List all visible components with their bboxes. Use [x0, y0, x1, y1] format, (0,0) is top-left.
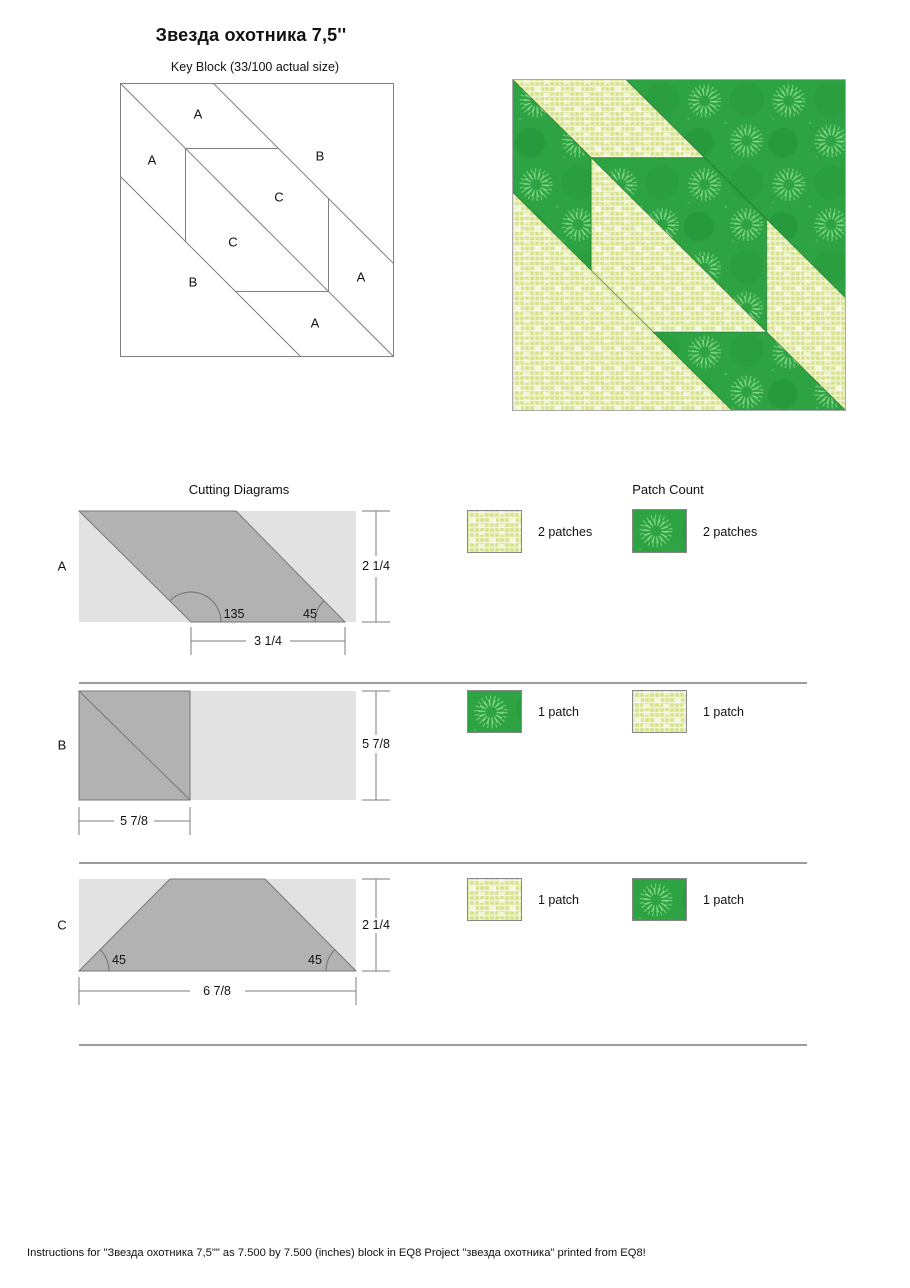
patch-count-label: 1 patch — [538, 893, 580, 907]
patch-count-label: 1 patch — [538, 705, 580, 719]
cutting-diagram-a: 135 45 A 2 1/4 3 1/4 — [58, 510, 390, 655]
fabric-swatch — [632, 509, 687, 553]
fabric-swatch — [467, 510, 522, 553]
cutting-b-diagonal — [78, 690, 191, 801]
cutting-diagram-c: 45 45 C 2 1/4 6 7/8 — [57, 878, 390, 1005]
key-block-label: B — [316, 149, 325, 164]
patch-count-label: 1 patch — [703, 893, 745, 907]
height-dimension-label: 2 1/4 — [362, 918, 390, 932]
angle-label-135: 135 — [224, 607, 245, 621]
height-dimension-label: 2 1/4 — [362, 559, 390, 573]
footer-instructions: Instructions for "Звезда охотника 7,5"" … — [27, 1247, 646, 1259]
piece-label-c: C — [57, 918, 66, 933]
key-block-label: A — [148, 153, 157, 168]
width-dimension-label: 3 1/4 — [254, 634, 282, 648]
section-divider — [79, 682, 807, 684]
key-block-label: A — [194, 107, 203, 122]
key-block-label: C — [228, 235, 237, 250]
angle-label-45-right: 45 — [308, 953, 322, 967]
key-block-main-diagonal — [120, 83, 394, 357]
width-dimension-label: 6 7/8 — [203, 984, 231, 998]
angle-arc-135 — [169, 591, 222, 623]
piece-label-a: A — [58, 559, 67, 574]
patch-count-label: 1 patch — [703, 705, 745, 719]
block-preview — [512, 79, 846, 411]
angle-arc-45-right — [325, 949, 336, 972]
section-divider — [79, 1044, 807, 1046]
fabric-swatch — [632, 878, 687, 921]
cutting-diagrams-header: Cutting Diagrams — [188, 482, 290, 497]
width-dimension-label: 5 7/8 — [120, 814, 148, 828]
piece-label-b: B — [58, 738, 67, 753]
key-block-hexagon-bottomright — [235, 198, 329, 292]
patch-count-label: 2 patches — [703, 525, 758, 539]
key-block-label: C — [274, 190, 283, 205]
height-dimension-label: 5 7/8 — [362, 737, 390, 751]
patch-count-label: 2 patches — [538, 525, 593, 539]
key-block-label: B — [189, 275, 198, 290]
fabric-swatch — [467, 690, 522, 733]
height-dimension-line — [362, 690, 390, 801]
key-block-caption: Key Block (33/100 actual size) — [170, 60, 340, 74]
patch-count-header: Patch Count — [632, 482, 704, 497]
key-block-label: A — [357, 270, 366, 285]
angle-label-45-left: 45 — [112, 953, 126, 967]
fabric-swatch — [467, 878, 522, 921]
angle-label-45: 45 — [303, 607, 317, 621]
page-title: Звезда охотника 7,5'' — [155, 25, 347, 45]
cutting-a-piece — [77, 510, 347, 623]
block-piece-a-right — [766, 218, 846, 411]
key-block-lower-diagonal — [120, 176, 301, 357]
width-dimension-line — [190, 627, 346, 655]
fabric-swatch — [632, 690, 687, 733]
cutting-diagram-b: B 5 7/8 5 7/8 — [58, 690, 390, 835]
angle-arc-45-left — [99, 949, 110, 972]
key-block-diagram: A A B C C B A A — [120, 83, 394, 357]
key-block-upper-diagonal — [213, 83, 394, 264]
block-piece-a-bottom — [652, 331, 846, 411]
width-dimension-line — [78, 977, 357, 1005]
angle-arc-45 — [314, 600, 325, 623]
height-dimension-line — [362, 510, 390, 623]
key-block-outline — [120, 83, 394, 357]
cutting-c-piece — [77, 878, 358, 972]
block-preview-border — [512, 79, 846, 411]
section-divider — [79, 862, 807, 864]
key-block-label: A — [311, 316, 320, 331]
key-block-hexagon-topleft — [185, 148, 279, 242]
width-dimension-line — [78, 807, 191, 835]
height-dimension-line — [362, 878, 390, 972]
